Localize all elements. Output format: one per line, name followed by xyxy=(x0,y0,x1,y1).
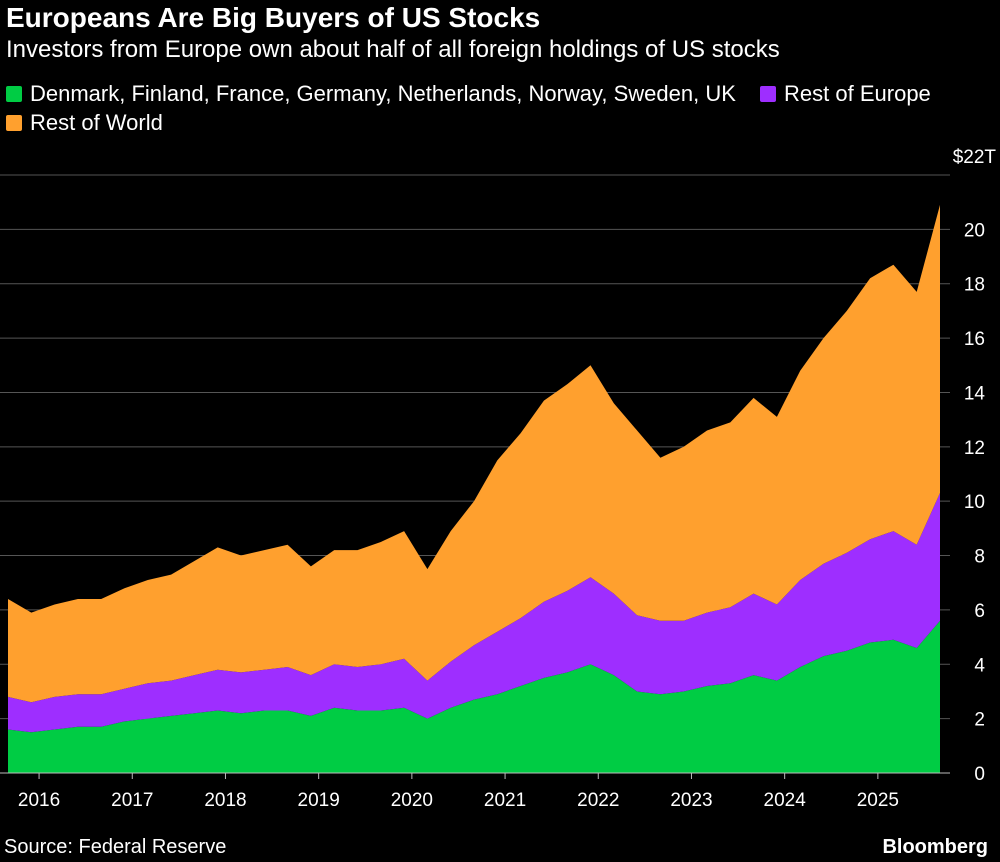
chart-title: Europeans Are Big Buyers of US Stocks xyxy=(6,2,541,33)
x-tick-label: 2018 xyxy=(204,790,246,811)
legend-swatch-core-europe xyxy=(6,86,22,102)
legend-item-core-europe: Denmark, Finland, France, Germany, Nethe… xyxy=(6,80,736,108)
x-tick-label: 2025 xyxy=(857,790,899,811)
chart-subtitle: Investors from Europe own about half of … xyxy=(6,36,780,63)
legend-label-core-europe: Denmark, Finland, France, Germany, Nethe… xyxy=(30,81,736,106)
x-tick-label: 2024 xyxy=(764,790,807,811)
area-series-0 xyxy=(8,620,940,773)
x-tick-label: 2021 xyxy=(484,790,526,811)
brand-logo: Bloomberg xyxy=(882,836,988,858)
y-tick-label: 4 xyxy=(974,655,985,676)
y-tick-label: 0 xyxy=(974,764,985,785)
area-series-2 xyxy=(8,204,940,703)
y-tick-label: 14 xyxy=(964,383,986,404)
legend-label-rest-of-world: Rest of World xyxy=(30,110,163,135)
x-tick-label: 2023 xyxy=(670,790,712,811)
x-tick-label: 2022 xyxy=(577,790,619,811)
x-tick-label: 2017 xyxy=(111,790,153,811)
y-tick-label: 18 xyxy=(964,275,985,296)
legend-item-rest-of-europe: Rest of Europe xyxy=(760,80,931,108)
y-tick-label: 16 xyxy=(964,329,985,350)
x-tick-label: 2020 xyxy=(391,790,433,811)
legend-swatch-rest-of-world xyxy=(6,115,22,131)
y-tick-label: 8 xyxy=(974,547,985,568)
x-tick-label: 2019 xyxy=(298,790,340,811)
y-tick-label: 10 xyxy=(964,492,985,513)
y-tick-label: 2 xyxy=(974,710,985,731)
x-tick-label: 2016 xyxy=(18,790,60,811)
source-note: Source: Federal Reserve xyxy=(4,836,227,858)
legend-swatch-rest-of-europe xyxy=(760,86,777,102)
legend-item-rest-of-world: Rest of World xyxy=(6,109,163,137)
y-tick-label: 6 xyxy=(974,601,985,622)
legend: Denmark, Finland, France, Germany, Nethe… xyxy=(6,80,996,138)
legend-label-rest-of-europe: Rest of Europe xyxy=(784,81,931,106)
y-tick-label: $22T xyxy=(953,147,997,168)
y-tick-label: 20 xyxy=(964,220,985,241)
y-tick-label: 12 xyxy=(964,438,985,459)
